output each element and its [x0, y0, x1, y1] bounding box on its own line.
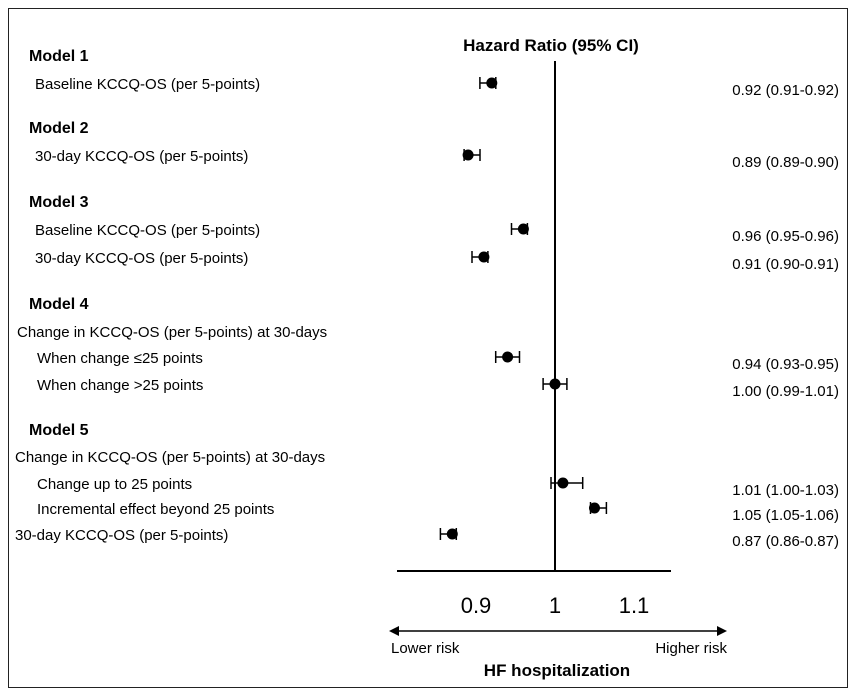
point-estimate: [557, 477, 569, 489]
row-label: 30-day KCCQ-OS (per 5-points): [15, 527, 228, 544]
point-estimate: [478, 251, 490, 263]
ci-value: 0.94 (0.93-0.95): [732, 356, 839, 373]
point-estimate: [486, 77, 498, 89]
rows-layer: Model 1 Baseline KCCQ-OS (per 5-points) 0.…: [15, 48, 839, 550]
row-label: Baseline KCCQ-OS (per 5-points): [35, 222, 260, 239]
model-header: Model 3: [29, 194, 89, 211]
model-header: Model 4: [29, 296, 89, 313]
model-header: Model 1: [29, 48, 89, 65]
ci-value: 0.92 (0.91-0.92): [732, 82, 839, 99]
axis-layer: 0.9 1 1.1: [389, 61, 727, 636]
row-label: When change >25 points: [37, 377, 203, 394]
arrowhead-left: [389, 626, 399, 636]
row-label: Change up to 25 points: [37, 476, 192, 493]
arrowhead-right: [717, 626, 727, 636]
point-estimate: [502, 351, 514, 363]
x-tick-label: 0.9: [461, 593, 492, 618]
point-estimate: [462, 149, 474, 161]
row-label: Baseline KCCQ-OS (per 5-points): [35, 76, 260, 93]
model-header: Model 2: [29, 120, 89, 137]
ci-value: 0.87 (0.86-0.87): [732, 533, 839, 550]
row-label: Change in KCCQ-OS (per 5-points) at 30-d…: [17, 324, 327, 341]
ci-value: 0.91 (0.90-0.91): [732, 256, 839, 273]
x-tick-label: 1.1: [619, 593, 650, 618]
point-estimate: [589, 502, 600, 514]
ci-value: 1.05 (1.05-1.06): [732, 507, 839, 524]
figure-frame: Hazard Ratio (95% CI) Model 1 Baseline KC…: [8, 8, 848, 688]
forest-plot: Hazard Ratio (95% CI) Model 1 Baseline KC…: [15, 36, 839, 680]
x-axis-label: HF hospitalization: [484, 661, 630, 680]
direction-left-label: Lower risk: [391, 640, 460, 657]
ci-value: 1.01 (1.00-1.03): [732, 482, 839, 499]
ci-value: 0.96 (0.95-0.96): [732, 228, 839, 245]
row-label: Change in KCCQ-OS (per 5-points) at 30-d…: [15, 449, 325, 466]
chart-title: Hazard Ratio (95% CI): [463, 36, 639, 55]
ci-value: 0.89 (0.89-0.90): [732, 154, 839, 171]
point-estimate: [446, 528, 458, 540]
point-estimate: [517, 223, 529, 235]
row-label: 30-day KCCQ-OS (per 5-points): [35, 148, 248, 165]
direction-right-label: Higher risk: [655, 640, 727, 657]
x-tick-label: 1: [549, 593, 561, 618]
row-label: When change ≤25 points: [37, 350, 203, 367]
row-label: 30-day KCCQ-OS (per 5-points): [35, 250, 248, 267]
model-header: Model 5: [29, 422, 89, 439]
ci-value: 1.00 (0.99-1.01): [732, 383, 839, 400]
row-label: Incremental effect beyond 25 points: [37, 501, 274, 518]
